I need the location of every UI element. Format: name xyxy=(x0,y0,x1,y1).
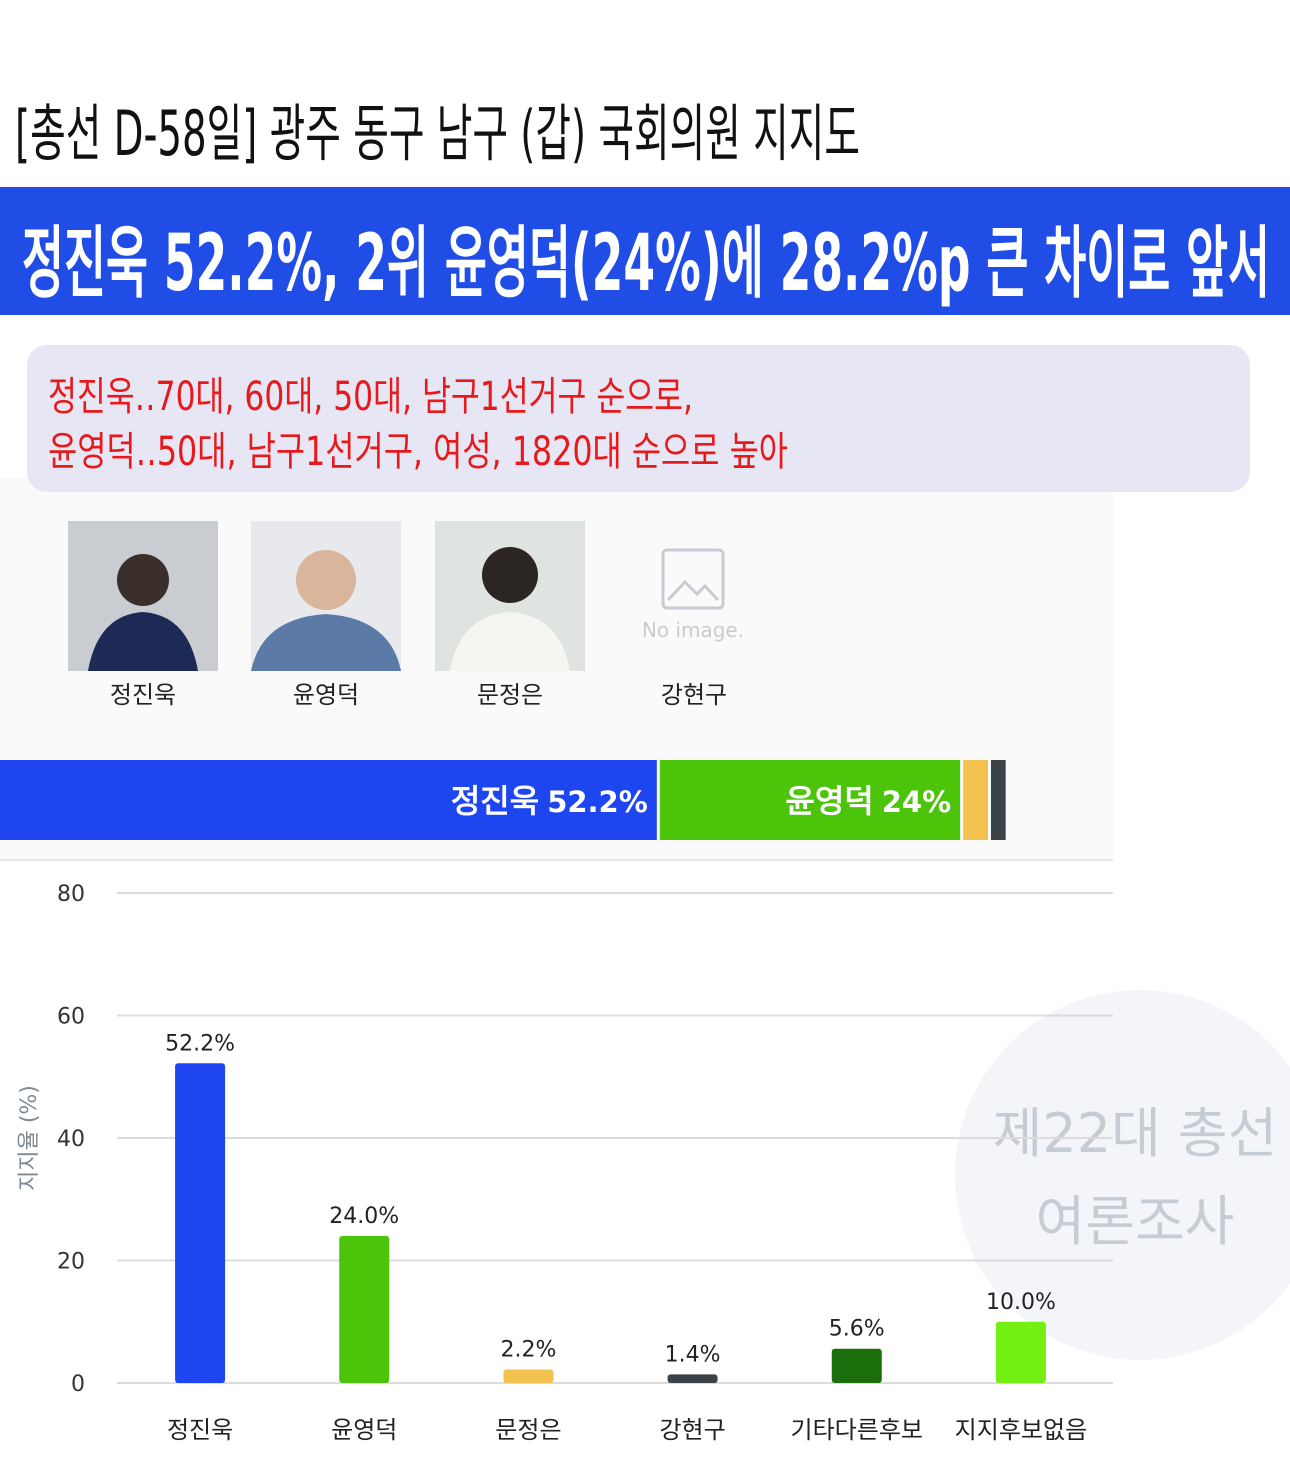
headline-banner xyxy=(0,187,1290,315)
stacked-segment xyxy=(0,760,657,840)
stacked-segment xyxy=(659,760,961,840)
x-tick-label: 윤영덕 xyxy=(331,1416,397,1444)
segment-value-label: 52.2% xyxy=(547,785,648,819)
value-label: 1.4% xyxy=(665,1342,721,1367)
value-label: 52.2% xyxy=(165,1031,235,1056)
segment-name: 윤영덕 xyxy=(785,782,873,820)
candidate-name: 강현구 xyxy=(661,681,727,709)
segment-value-label: 24% xyxy=(882,785,951,819)
watermark-circle xyxy=(955,990,1290,1360)
stacked-label: 정진욱 52.2% xyxy=(451,782,648,820)
y-tick-label: 20 xyxy=(57,1250,85,1275)
y-tick-label: 40 xyxy=(57,1127,85,1152)
summary-box xyxy=(27,345,1250,492)
x-tick-label: 지지후보없음 xyxy=(955,1416,1087,1444)
bar xyxy=(503,1369,554,1383)
photo-body xyxy=(88,612,198,671)
y-tick-label: 0 xyxy=(71,1372,85,1397)
candidate-name: 정진욱 xyxy=(110,681,176,709)
title: [총선 D-58일] 광주 동구 남구 (갑) 국회의원 지지도 xyxy=(15,97,860,170)
bar xyxy=(995,1321,1046,1383)
value-label: 24.0% xyxy=(329,1204,399,1229)
x-tick-label: 기타다른후보 xyxy=(791,1416,923,1444)
bar xyxy=(175,1063,226,1383)
bar xyxy=(339,1236,390,1383)
stacked-label: 윤영덕 24% xyxy=(785,782,951,820)
no-image-icon xyxy=(666,579,720,602)
segment-name: 정진욱 xyxy=(451,782,539,820)
value-label: 5.6% xyxy=(829,1317,885,1342)
y-tick-label: 80 xyxy=(57,882,85,907)
x-tick-label: 강현구 xyxy=(659,1416,725,1444)
watermark: 여론조사 xyxy=(1036,1190,1235,1253)
candidate-name: 윤영덕 xyxy=(293,681,359,709)
stacked-segment xyxy=(990,760,1006,840)
summary-line: 윤영덕‥50대, 남구1선거구, 여성, 1820대 순으로 높아 xyxy=(48,429,788,475)
no-image-icon xyxy=(661,548,725,610)
photo-head xyxy=(296,550,356,610)
bar xyxy=(831,1348,882,1383)
no-image-text: No image. xyxy=(642,618,744,642)
summary-line: 정진욱‥70대, 60대, 50대, 남구1선거구 순으로, xyxy=(48,374,693,420)
x-tick-label: 정진욱 xyxy=(167,1416,233,1444)
photo-body xyxy=(450,612,570,671)
photos: No image. xyxy=(68,521,744,671)
value-label: 2.2% xyxy=(500,1338,556,1363)
photo-head xyxy=(117,554,169,606)
value-label: 10.0% xyxy=(986,1290,1056,1315)
watermark: 제22대 총선 xyxy=(993,1102,1278,1165)
y-tick-label: 60 xyxy=(57,1005,85,1030)
photo-body xyxy=(251,614,401,671)
stacked-segment xyxy=(963,760,988,840)
y-axis-label: 지지율 (%) xyxy=(17,1085,42,1191)
bar xyxy=(667,1374,718,1383)
x-tick-label: 문정은 xyxy=(495,1416,561,1444)
candidate-name: 문정은 xyxy=(477,681,543,709)
headline: 정진욱 52.2%, 2위 윤영덕(24%)에 28.2%p 큰 차이로 앞서 xyxy=(22,219,1270,309)
photo-head xyxy=(482,547,538,603)
